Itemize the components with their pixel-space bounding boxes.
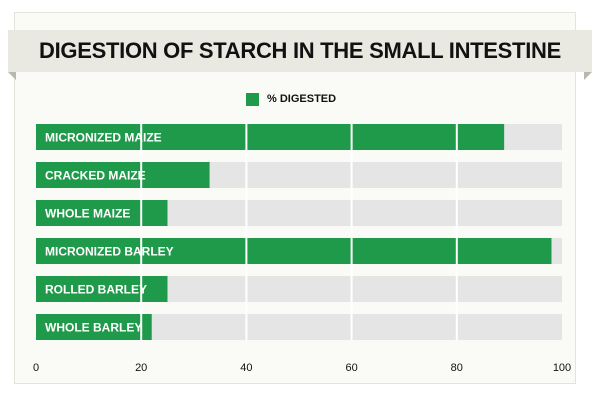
x-tick-label: 60: [345, 362, 357, 374]
legend-swatch: [246, 92, 259, 106]
banner-fold-left: [8, 72, 16, 80]
bar-label: MICRONIZED MAIZE: [45, 131, 162, 145]
x-tick-label: 20: [135, 362, 147, 374]
bar: [36, 124, 505, 150]
x-tick-label: 100: [553, 362, 571, 374]
bar: [36, 238, 552, 264]
title-banner: DIGESTION OF STARCH IN THE SMALL INTESTI…: [8, 30, 592, 80]
x-tick-label: 0: [33, 362, 39, 374]
legend-label: % DIGESTED: [267, 93, 337, 105]
bar-label: CRACKED MAIZE: [45, 169, 146, 183]
bar: [36, 276, 168, 302]
banner-fold-right: [584, 72, 592, 80]
chart-title: DIGESTION OF STARCH IN THE SMALL INTESTI…: [39, 38, 561, 63]
bar-label: WHOLE MAIZE: [45, 207, 130, 221]
x-tick-label: 80: [451, 362, 463, 374]
bar-label: ROLLED BARLEY: [45, 283, 147, 297]
title-banner-band: [8, 30, 592, 72]
bar: [36, 162, 210, 188]
bar-label: WHOLE BARLEY: [45, 321, 142, 335]
bar-label: MICRONIZED BARLEY: [45, 245, 174, 259]
legend: % DIGESTED: [246, 92, 336, 106]
bar: [36, 314, 152, 340]
bar: [36, 200, 168, 226]
x-tick-label: 40: [240, 362, 252, 374]
